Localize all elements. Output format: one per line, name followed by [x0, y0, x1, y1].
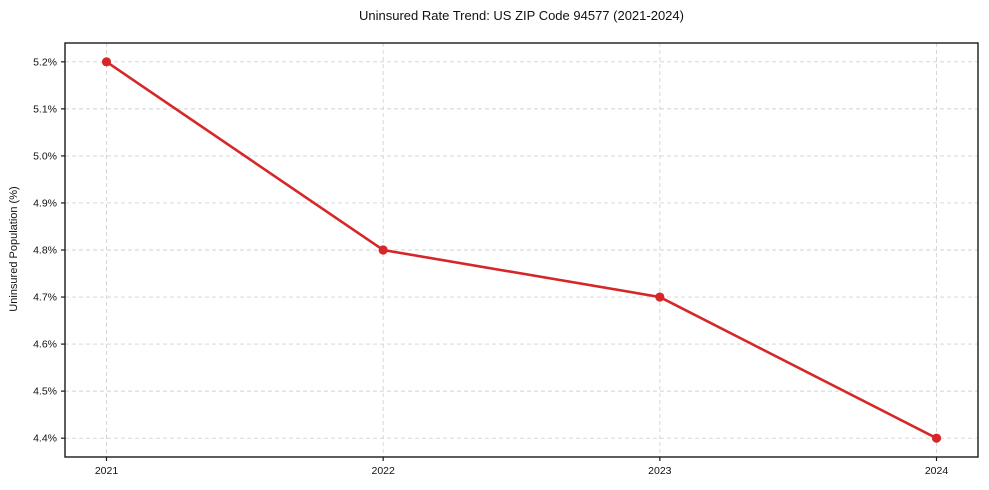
data-point	[931, 433, 942, 443]
data-point	[378, 245, 388, 255]
y-tick-label: 4.5%	[33, 386, 57, 398]
x-tick-label: 2022	[371, 465, 395, 477]
x-tick-label: 2021	[95, 465, 119, 477]
y-tick-label: 5.2%	[33, 56, 57, 68]
y-tick-label: 5.0%	[33, 150, 57, 162]
chart-title: Uninsured Rate Trend: US ZIP Code 94577 …	[359, 8, 684, 23]
y-tick-label: 4.6%	[33, 339, 57, 351]
y-tick-label: 4.4%	[33, 433, 57, 445]
data-point	[101, 57, 112, 67]
y-tick-label: 4.7%	[33, 292, 57, 304]
data-line	[105, 60, 938, 440]
y-tick-label: 4.8%	[33, 245, 57, 257]
x-tick-label: 2024	[925, 465, 949, 477]
y-tick-label: 4.9%	[33, 197, 57, 209]
x-tick-label: 2023	[648, 465, 672, 477]
plot-border	[64, 42, 979, 458]
data-point	[655, 292, 665, 302]
y-axis-label: Uninsured Population (%)	[8, 186, 20, 312]
y-tick-label: 5.1%	[33, 103, 57, 115]
